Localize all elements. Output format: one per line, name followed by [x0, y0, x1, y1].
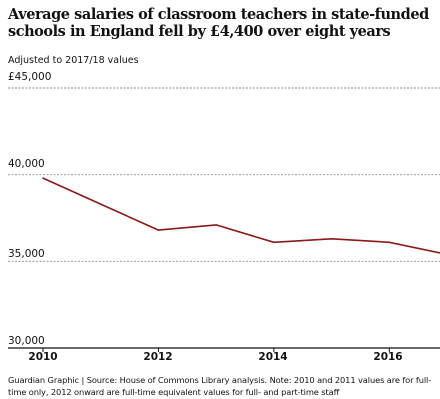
y-tick-label: £45,000	[8, 71, 52, 83]
y-tick-label: 40,000	[8, 158, 45, 170]
chart-title: Average salaries of classroom teachers i…	[8, 6, 429, 40]
data-point	[157, 229, 160, 231]
source-note: Guardian Graphic | Source: House of Comm…	[8, 375, 432, 397]
series-line	[42, 177, 440, 254]
data-point	[330, 238, 333, 240]
x-tick-label: 2010	[28, 351, 58, 363]
data-point	[99, 203, 102, 205]
data-point	[273, 241, 275, 244]
chart-subtitle: Adjusted to 2017/18 values	[8, 55, 139, 66]
data-point	[388, 241, 391, 244]
x-tick-label: 2012	[143, 351, 173, 363]
x-tick-label: 2016	[373, 351, 403, 363]
data-point	[215, 224, 217, 226]
x-tick-label: 2014	[258, 351, 288, 363]
data-point	[42, 177, 44, 179]
y-tick-label: 30,000	[8, 335, 45, 347]
y-tick-label: 35,000	[8, 248, 45, 260]
